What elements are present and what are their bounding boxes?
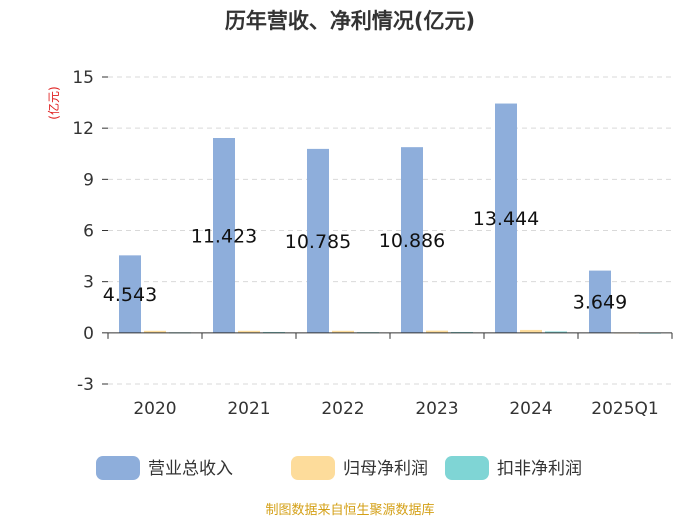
bar-series-1-2024[interactable] bbox=[495, 103, 517, 333]
x-tick-label: 2024 bbox=[509, 399, 552, 419]
legend-item-2[interactable]: 归母净利润 bbox=[291, 456, 428, 480]
data-label: 10.886 bbox=[379, 230, 445, 252]
data-label: 13.444 bbox=[473, 208, 539, 230]
x-tick-label: 2022 bbox=[321, 399, 364, 419]
x-tick-label: 2020 bbox=[133, 399, 176, 419]
data-label: 11.423 bbox=[191, 225, 257, 247]
legend-label: 营业总收入 bbox=[148, 459, 233, 479]
legend-label: 扣非净利润 bbox=[497, 459, 582, 479]
bar-series-2-2022[interactable] bbox=[332, 330, 354, 333]
y-tick-label: 0 bbox=[83, 324, 94, 344]
legend-swatch bbox=[445, 456, 489, 480]
legend-label: 归母净利润 bbox=[343, 459, 428, 479]
legend-item-1[interactable]: 营业总收入 bbox=[96, 456, 233, 480]
y-tick-label: 3 bbox=[83, 273, 94, 293]
y-tick-label: 9 bbox=[83, 170, 94, 190]
bar-series-2-2024[interactable] bbox=[520, 329, 542, 333]
legend-item-3[interactable]: 扣非净利润 bbox=[445, 456, 582, 480]
y-tick-label: 12 bbox=[72, 119, 94, 139]
bar-series-1-2023[interactable] bbox=[401, 147, 423, 333]
y-axis-ticks: -3 0 3 6 9 12 15 bbox=[72, 68, 108, 395]
y-tick-label: 15 bbox=[72, 68, 94, 88]
bar-series-1-2020[interactable] bbox=[119, 255, 141, 333]
bar-series-3-2024[interactable] bbox=[545, 331, 567, 333]
bars bbox=[119, 103, 661, 334]
chart-title: 历年营收、净利情况(亿元) bbox=[225, 9, 475, 33]
bar-series-1-2021[interactable] bbox=[213, 138, 235, 333]
x-axis: 2020 2021 2022 2023 2024 2025Q1 bbox=[107, 332, 673, 419]
bar-series-1-2022[interactable] bbox=[307, 148, 329, 333]
legend[interactable]: 营业总收入 归母净利润 扣非净利润 bbox=[96, 456, 582, 480]
y-tick-label: -3 bbox=[77, 375, 94, 395]
grid-lines bbox=[108, 76, 672, 385]
data-label: 3.649 bbox=[573, 292, 627, 314]
y-tick-label: 6 bbox=[83, 222, 94, 242]
data-labels: 4.543 11.423 10.785 10.886 13.444 3.649 bbox=[103, 208, 627, 314]
legend-swatch bbox=[96, 456, 140, 480]
x-tick-label: 2025Q1 bbox=[591, 399, 658, 419]
y-axis-label: (亿元) bbox=[46, 86, 61, 119]
bar-series-2-2021[interactable] bbox=[238, 330, 260, 333]
legend-swatch bbox=[291, 456, 335, 480]
x-tick-label: 2021 bbox=[227, 399, 270, 419]
bar-series-1-2025Q1[interactable] bbox=[589, 270, 611, 333]
bar-series-2-2023[interactable] bbox=[426, 330, 448, 333]
bar-series-2-2020[interactable] bbox=[144, 330, 166, 333]
data-label: 10.785 bbox=[285, 231, 351, 253]
data-source-note: 制图数据来自恒生聚源数据库 bbox=[265, 502, 434, 518]
x-tick-label: 2023 bbox=[415, 399, 458, 419]
data-label: 4.543 bbox=[103, 284, 157, 306]
